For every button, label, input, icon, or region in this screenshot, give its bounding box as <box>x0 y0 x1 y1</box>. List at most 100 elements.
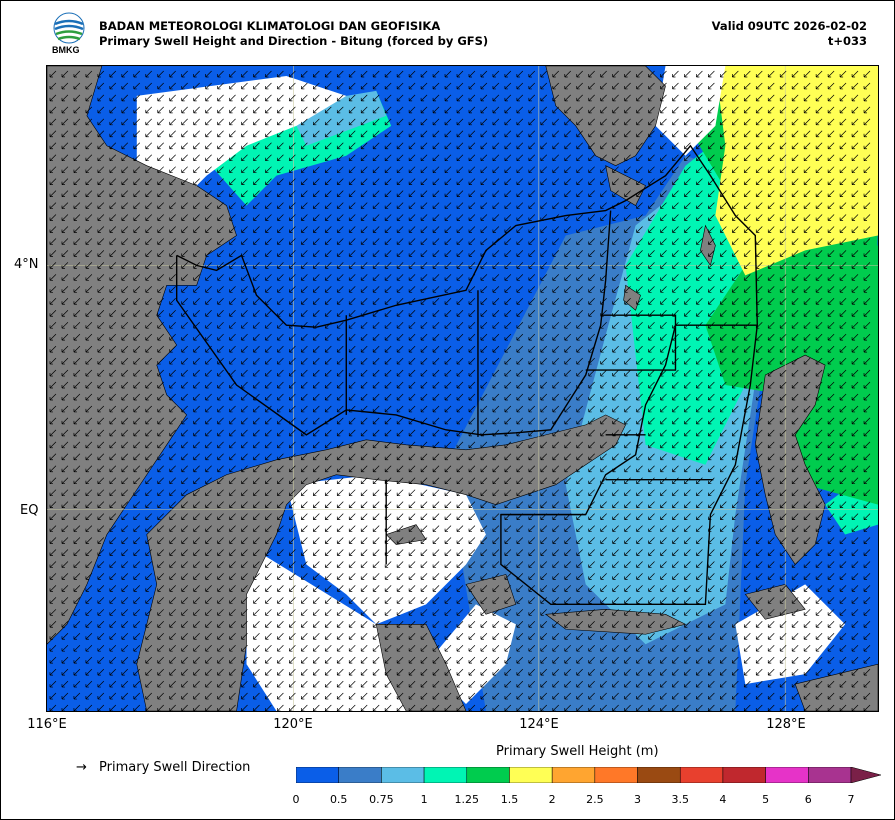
swell-arrow <box>528 190 536 197</box>
swell-arrow <box>468 214 476 221</box>
swell-arrow <box>241 82 248 90</box>
lat-label-eq: EQ <box>20 503 39 518</box>
swell-arrow <box>803 106 811 114</box>
swell-arrow <box>73 214 81 221</box>
swell-arrow <box>336 226 344 233</box>
swell-arrow <box>157 82 164 90</box>
swell-arrow <box>97 226 105 233</box>
swell-arrow <box>672 118 679 126</box>
swell-arrow <box>576 154 583 162</box>
swell-arrow <box>97 202 105 209</box>
swell-arrow <box>755 202 763 209</box>
colorbar-tick-label: 0.5 <box>329 793 348 806</box>
swell-arrow <box>396 142 404 150</box>
swell-arrow <box>348 214 356 221</box>
swell-arrow <box>157 94 164 102</box>
swell-arrow <box>863 70 871 78</box>
swell-arrow <box>576 226 583 233</box>
swell-arrow <box>157 142 164 150</box>
colorbar <box>296 767 881 783</box>
swell-arrow <box>229 214 236 221</box>
swell-arrow <box>767 118 775 126</box>
swell-arrow <box>624 142 631 150</box>
swell-arrow <box>265 154 272 162</box>
swell-arrow <box>301 202 308 209</box>
bmkg-logo <box>53 12 85 44</box>
swell-arrow <box>708 118 715 126</box>
swell-arrow <box>85 202 93 209</box>
swell-arrow <box>396 190 404 197</box>
swell-arrow <box>277 70 284 78</box>
swell-arrow <box>169 118 176 126</box>
colorbar-tick-label: 5 <box>762 793 770 806</box>
swell-arrow <box>121 190 129 197</box>
swell-arrow <box>181 166 188 174</box>
swell-arrow <box>564 130 571 138</box>
swell-arrow <box>827 130 835 138</box>
swell-arrow <box>564 118 571 126</box>
swell-arrow <box>636 130 643 138</box>
swell-arrow <box>217 142 224 150</box>
swell-arrow <box>779 130 787 138</box>
swell-arrow <box>648 190 655 197</box>
swell-arrow <box>372 190 380 197</box>
swell-arrow <box>313 118 320 126</box>
colorbar-segment <box>423 767 468 783</box>
swell-arrow <box>827 118 835 126</box>
swell-arrow <box>313 178 320 185</box>
swell-arrow <box>803 202 811 209</box>
swell-arrow <box>468 82 476 90</box>
swell-arrow <box>732 82 739 90</box>
swell-arrow <box>121 166 129 174</box>
swell-arrow <box>612 142 619 150</box>
swell-arrow <box>217 94 224 102</box>
swell-arrow <box>157 106 164 114</box>
swell-arrow <box>61 106 69 114</box>
swell-arrow <box>456 154 464 162</box>
swell-arrow <box>815 94 823 102</box>
swell-arrow <box>767 226 775 233</box>
swell-arrow <box>348 142 356 150</box>
swell-arrow <box>600 130 607 138</box>
swell-arrow <box>265 106 272 114</box>
swell-arrow <box>803 82 811 90</box>
swell-arrow <box>779 106 787 114</box>
swell-arrow <box>336 118 344 126</box>
swell-arrow <box>600 82 607 90</box>
swell-arrow <box>648 94 655 102</box>
swell-arrow <box>755 94 763 102</box>
swell-arrow <box>648 118 655 126</box>
swell-arrow <box>516 70 524 78</box>
swell-arrow <box>468 166 476 174</box>
swell-arrow <box>851 178 859 185</box>
swell-arrow <box>803 154 811 162</box>
swell-arrow <box>767 70 775 78</box>
swell-arrow <box>241 142 248 150</box>
swell-arrow <box>612 82 619 90</box>
swell-arrow <box>504 214 512 221</box>
swell-arrow <box>181 226 188 233</box>
swell-arrow <box>372 214 380 221</box>
swell-arrow <box>576 178 583 185</box>
swell-arrow <box>121 178 129 185</box>
swell-arrow <box>348 166 356 174</box>
swell-arrow <box>396 106 404 114</box>
swell-arrow <box>324 214 332 221</box>
swell-arrow <box>552 94 560 102</box>
swell-arrow <box>779 142 787 150</box>
swell-arrow <box>217 154 224 162</box>
swell-arrow <box>193 70 200 78</box>
swell-arrow <box>217 82 224 90</box>
swell-arrow <box>49 106 57 114</box>
swell-arrow <box>324 202 332 209</box>
swell-arrow <box>827 142 835 150</box>
swell-arrow <box>396 70 404 78</box>
swell-arrow <box>672 94 679 102</box>
swell-arrow <box>660 190 667 197</box>
swell-arrow <box>612 106 619 114</box>
swell-arrow <box>540 70 548 78</box>
swell-arrow <box>779 94 787 102</box>
swell-arrow <box>61 202 69 209</box>
swell-arrow <box>109 94 117 102</box>
swell-arrow <box>755 214 763 221</box>
